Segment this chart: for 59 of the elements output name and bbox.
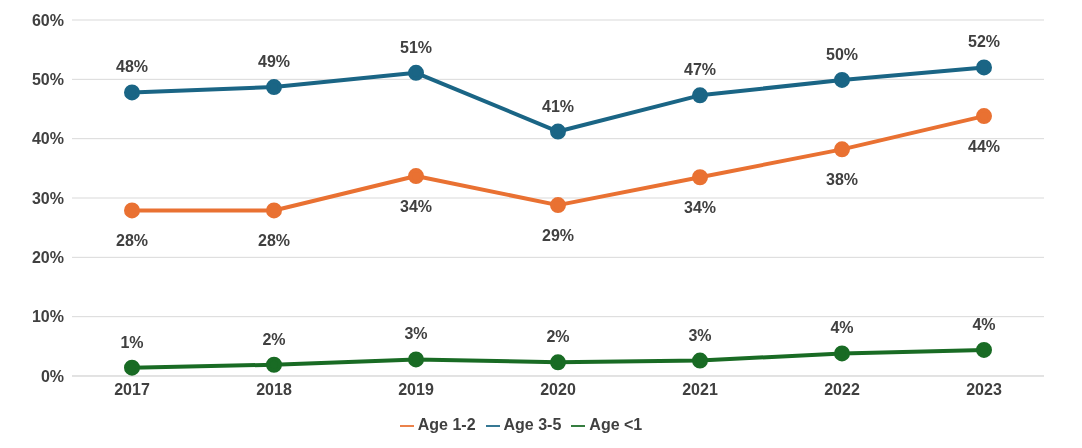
y-tick-label: 30% — [31, 189, 64, 207]
x-tick-label: 2023 — [966, 381, 1002, 399]
point — [692, 352, 708, 369]
data-label: 52% — [967, 33, 1001, 51]
point — [408, 351, 424, 368]
point — [124, 84, 140, 101]
point — [834, 141, 850, 158]
legend-label: Age 3-5 — [503, 416, 562, 433]
data-label: 41% — [541, 97, 575, 115]
point — [550, 123, 566, 140]
y-tick-label: 60% — [31, 11, 64, 29]
data-label: 4% — [972, 315, 996, 333]
data-label: 47% — [683, 61, 717, 79]
data-label: 38% — [825, 171, 859, 189]
point — [692, 169, 708, 186]
data-label: 49% — [257, 53, 291, 71]
data-label: 34% — [683, 199, 717, 217]
data-label: 44% — [967, 138, 1001, 156]
point — [550, 354, 566, 371]
x-tick-label: 2017 — [114, 381, 150, 399]
y-tick-label: 10% — [31, 308, 64, 326]
data-label: 1% — [120, 333, 144, 351]
legend-label: Age 1-2 — [417, 416, 476, 433]
data-label: 50% — [825, 45, 859, 63]
data-label: 3% — [688, 326, 712, 344]
point — [408, 168, 424, 185]
point — [976, 59, 992, 76]
point — [550, 197, 566, 214]
x-tick-label: 2021 — [682, 381, 718, 399]
point — [266, 356, 282, 373]
y-tick-label: 40% — [31, 130, 64, 148]
data-label: 2% — [262, 330, 286, 348]
data-label: 29% — [541, 227, 575, 245]
point — [266, 202, 282, 219]
point — [124, 359, 140, 376]
point — [976, 341, 992, 358]
point — [124, 202, 140, 219]
data-label: 4% — [830, 319, 854, 337]
x-tick-label: 2019 — [398, 381, 434, 399]
point — [692, 87, 708, 104]
point — [408, 64, 424, 81]
point — [834, 71, 850, 88]
y-tick-label: 20% — [31, 249, 64, 267]
y-tick-label: 0% — [40, 367, 64, 385]
x-tick-label: 2020 — [540, 381, 576, 399]
point — [834, 345, 850, 362]
data-label: 48% — [115, 58, 149, 76]
point — [266, 79, 282, 96]
x-tick-label: 2022 — [824, 381, 860, 399]
data-label: 34% — [399, 198, 433, 216]
data-label: 3% — [404, 325, 428, 343]
data-label: 28% — [257, 232, 291, 250]
x-tick-label: 2018 — [256, 381, 292, 399]
data-label: 28% — [115, 232, 149, 250]
legend-label: Age <1 — [589, 416, 643, 433]
y-tick-label: 50% — [31, 71, 64, 89]
point — [976, 108, 992, 125]
data-label: 51% — [399, 38, 433, 56]
data-label: 2% — [546, 328, 570, 346]
